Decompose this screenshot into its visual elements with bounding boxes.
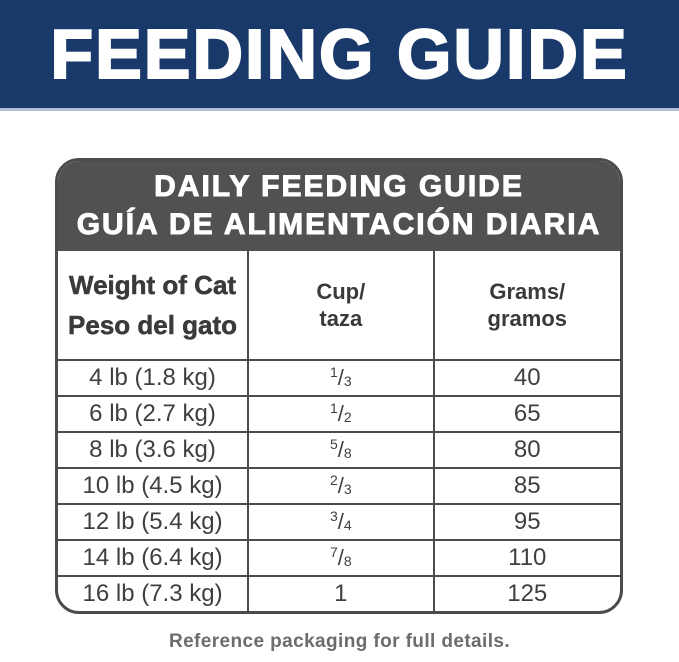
cup-numerator: 3 <box>329 508 338 524</box>
cup-denominator: 8 <box>343 553 352 569</box>
grams-cell: 95 <box>513 508 541 535</box>
cup-numerator: 2 <box>329 472 338 488</box>
cup-cell: 1/2 <box>249 397 435 431</box>
table-row: 14 lb (6.4 kg) 7/8 110 <box>58 539 620 575</box>
feeding-guide-banner: FEEDING GUIDE <box>0 0 679 111</box>
grams-cell: 65 <box>513 400 541 427</box>
weight-cell: 14 lb (6.4 kg) <box>58 541 250 575</box>
cup-cell: 1/3 <box>249 361 435 395</box>
card-header: DAILY FEEDING GUIDE GUÍA DE ALIMENTACIÓN… <box>58 161 620 251</box>
footer-note: Reference packaging for full details. <box>168 631 511 652</box>
fraction-slash: / <box>337 545 344 570</box>
grams-cell: 80 <box>513 436 541 463</box>
grams-cell: 40 <box>513 364 541 391</box>
column-header-cup: Cup/ taza <box>249 251 435 359</box>
cup-numerator: 1 <box>329 400 338 416</box>
daily-feeding-guide-card: DAILY FEEDING GUIDE GUÍA DE ALIMENTACIÓN… <box>55 158 623 614</box>
fraction-slash: / <box>337 473 344 498</box>
table-row: 6 lb (2.7 kg) 1/2 65 <box>58 395 620 431</box>
weight-cell: 12 lb (5.4 kg) <box>58 505 250 539</box>
cup-numerator: 5 <box>329 436 338 452</box>
fraction-slash: / <box>337 401 344 426</box>
grams-cell: 125 <box>507 580 548 607</box>
cup-cell: 3/4 <box>249 505 435 539</box>
weight-cell: 6 lb (2.7 kg) <box>58 397 250 431</box>
cup-denominator: 8 <box>343 445 352 461</box>
table-row: 8 lb (3.6 kg) 5/8 80 <box>58 431 620 467</box>
table-row: 16 lb (7.3 kg) 1 125 <box>58 575 620 611</box>
cup-cell: 7/8 <box>249 541 435 575</box>
cup-denominator: 2 <box>343 409 352 425</box>
table-row: 4 lb (1.8 kg) 1/3 40 <box>58 359 620 395</box>
column-header-cup-es: taza <box>319 306 363 331</box>
column-header-grams-en: Grams/ <box>489 279 566 304</box>
table-header-row: Weight of Cat Peso del gato Cup/ taza Gr… <box>58 251 620 359</box>
table-row: 12 lb (5.4 kg) 3/4 95 <box>58 503 620 539</box>
cup-cell: 5/8 <box>249 433 435 467</box>
cup-denominator: 3 <box>343 373 352 389</box>
fraction-slash: / <box>337 437 344 462</box>
cup-numerator: 1 <box>329 364 338 380</box>
cup-cell: 2/3 <box>249 469 435 503</box>
cup-cell: 1 <box>249 577 435 611</box>
column-header-grams-es: gramos <box>487 306 567 331</box>
cup-whole: 1 <box>334 580 348 607</box>
weight-cell: 16 lb (7.3 kg) <box>58 577 250 611</box>
banner-title: FEEDING GUIDE <box>49 14 629 94</box>
grams-cell: 85 <box>513 472 541 499</box>
weight-cell: 8 lb (3.6 kg) <box>58 433 250 467</box>
table-row: 10 lb (4.5 kg) 2/3 85 <box>58 467 620 503</box>
cup-numerator: 7 <box>329 544 338 560</box>
weight-cell: 10 lb (4.5 kg) <box>58 469 250 503</box>
card-header-line-en: DAILY FEEDING GUIDE <box>154 170 524 204</box>
column-header-cup-en: Cup/ <box>316 279 366 304</box>
cup-denominator: 3 <box>343 481 352 497</box>
column-header-weight-es: Peso del gato <box>68 310 238 341</box>
grams-cell: 110 <box>508 544 547 571</box>
column-header-grams: Grams/ gramos <box>435 251 620 359</box>
card-header-line-es: GUÍA DE ALIMENTACIÓN DIARIA <box>76 208 602 242</box>
weight-cell: 4 lb (1.8 kg) <box>58 361 250 395</box>
column-header-weight-en: Weight of Cat <box>69 270 237 301</box>
fraction-slash: / <box>337 365 344 390</box>
column-header-weight: Weight of Cat Peso del gato <box>58 251 250 359</box>
fraction-slash: / <box>337 509 344 534</box>
cup-denominator: 4 <box>343 517 352 533</box>
